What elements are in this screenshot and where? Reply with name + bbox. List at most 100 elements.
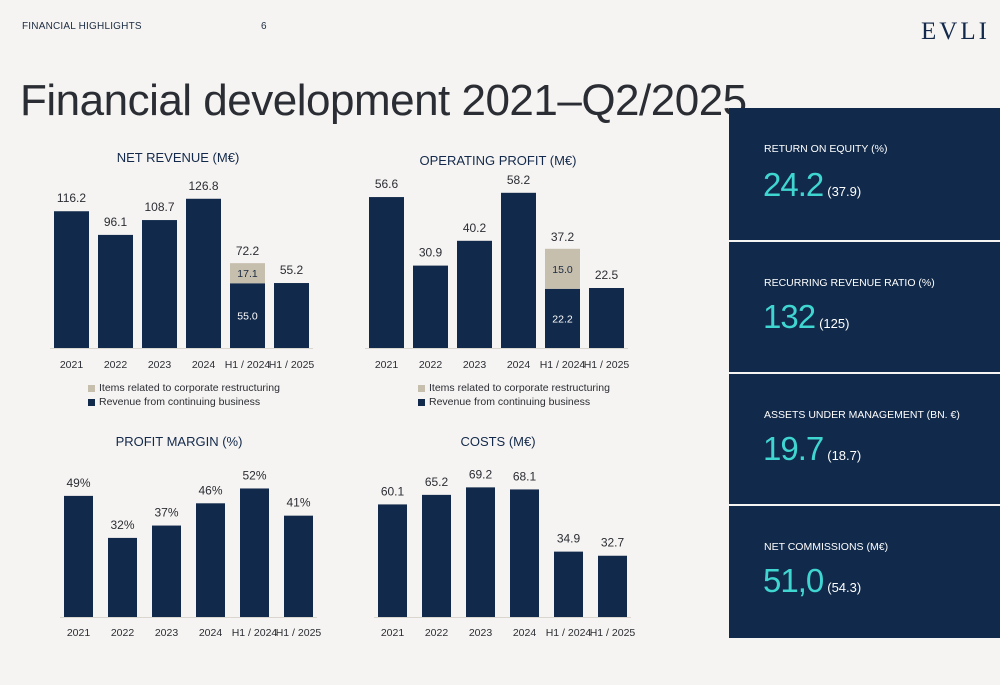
stack-label: 17.1 [237,268,258,280]
kpi-current-value: 19.7 [763,430,824,467]
operating-profit-chart: 56.6 2021 30.9 2022 40.2 2023 58.2 2024 15.0 37.2… [365,173,630,371]
bar [108,537,137,617]
bar [466,487,495,617]
bar-label: 34.9 [557,532,581,546]
legend-label-restructuring: Items related to corporate restructuring [429,382,610,394]
bar-label: 69.2 [469,467,493,481]
bar-label: 37% [154,506,178,520]
bar [54,211,89,348]
bar [589,288,624,348]
bar-label: 32% [110,518,134,532]
section-label: FINANCIAL HIGHLIGHTS [22,21,142,32]
category-label: H1 / 2025 [276,627,322,639]
legend-swatch-continuing [418,398,425,406]
category-label: 2022 [419,359,443,371]
bar-label: 60.1 [381,484,405,498]
legend-label-restructuring: Items related to corporate restructuring [99,382,280,394]
bar-label: 22.5 [595,268,619,282]
bar-label: 56.6 [375,177,399,191]
category-label: H1 / 2024 [546,627,592,639]
bar-label: 108.7 [144,200,174,214]
kpi-previous-value: (125) [819,316,850,331]
category-label: H1 / 2025 [584,359,630,371]
page-title: Financial development 2021–Q2/2025 [20,76,747,125]
bar [64,495,93,617]
evli-logo: EVLI [921,18,990,45]
kpi-current-value: 132 [763,298,816,335]
bar-label: 55.2 [280,263,304,277]
bar [186,198,221,348]
net-revenue-legend: Items related to corporate restructuring… [88,381,280,409]
category-label: 2021 [67,627,91,639]
category-label: 2024 [507,359,531,371]
category-label: H1 / 2025 [269,359,315,371]
bar [196,503,225,617]
bar [598,555,627,617]
bar-label: 40.2 [463,221,487,235]
kpi-value: 19.7 (18.7) [763,430,861,468]
legend-swatch-restructuring [418,384,425,392]
bar [554,551,583,617]
bar-label: 68.1 [513,469,537,483]
operating-profit-title: OPERATING PROFIT (M€) [419,153,577,168]
kpi-net-commissions: NET COMMISSIONS (M€) 51,0 (54.3) [729,506,1000,638]
costs-title: COSTS (M€) [460,434,536,449]
kpi-label: NET COMMISSIONS (M€) [764,541,889,553]
operating-profit-legend: Items related to corporate restructuring… [418,381,610,409]
bar-label: 96.1 [104,215,128,229]
bar-label: 116.2 [57,191,86,205]
category-label: 2022 [111,627,135,639]
category-label: 2024 [192,359,216,371]
category-label: H1 / 2024 [232,627,278,639]
bar-label: 32.7 [601,536,625,550]
kpi-value: 24.2 (37.9) [763,166,861,204]
net-revenue-title: NET REVENUE (M€) [116,150,240,165]
kpi-recurring-revenue-ratio: RECURRING REVENUE RATIO (%) 132 (125) [729,242,1000,372]
category-label: 2022 [425,627,449,639]
kpi-return-on-equity: RETURN ON EQUITY (%) 24.2 (37.9) [729,108,1000,240]
category-label: 2023 [469,627,493,639]
bar-label: 52% [242,468,266,482]
bar-label: 49% [66,476,90,490]
kpi-previous-value: (54.3) [827,580,862,595]
bar-restructuring [545,248,580,289]
bar [142,220,177,348]
bar [274,283,309,348]
costs-chart: 60.1 2021 65.2 2022 69.2 2023 68.1 2024 34.9 H1 /… [374,467,636,639]
category-label: H1 / 2024 [225,359,271,371]
bar [501,192,536,348]
kpi-value: 51,0 (54.3) [763,562,861,600]
category-label: 2023 [463,359,487,371]
category-label: 2022 [104,359,128,371]
bar [422,494,451,617]
bar-label: 41% [286,496,310,510]
bar [230,283,265,348]
kpi-label: RECURRING REVENUE RATIO (%) [764,277,935,289]
legend-swatch-continuing [88,398,95,406]
bar [369,197,404,348]
kpi-label: RETURN ON EQUITY (%) [764,143,888,155]
bar-label: 46% [198,483,222,497]
bar [413,265,448,348]
kpi-assets-under-management: ASSETS UNDER MANAGEMENT (BN. €) 19.7 (18.… [729,374,1000,504]
stack-label: 15.0 [552,264,573,276]
kpi-label: ASSETS UNDER MANAGEMENT (BN. €) [764,409,960,421]
kpi-previous-value: (18.7) [827,448,862,463]
bar-label: 22.2 [552,313,573,325]
legend-label-continuing: Revenue from continuing business [429,396,591,408]
category-label: 2021 [375,359,399,371]
kpi-value: 132 (125) [763,298,849,336]
bar-restructuring [230,263,265,284]
profit-margin-title: PROFIT MARGIN (%) [115,434,243,449]
category-label: H1 / 2025 [590,627,636,639]
bar-label: 55.0 [237,311,258,323]
bar-label: 58.2 [507,173,531,187]
profit-margin-chart: 49% 2021 32% 2022 37% 2023 46% 2024 52% H1 / 2024… [60,468,322,639]
bar [510,489,539,617]
kpi-current-value: 51,0 [763,562,824,599]
category-label: 2023 [148,359,172,371]
net-revenue-chart: 116.2 2021 96.1 2022 108.7 2023 126.8 2024 17.1 7… [50,179,315,371]
total-label: 72.2 [236,244,260,258]
category-label: 2023 [155,627,179,639]
bar-label: 126.8 [188,179,218,193]
